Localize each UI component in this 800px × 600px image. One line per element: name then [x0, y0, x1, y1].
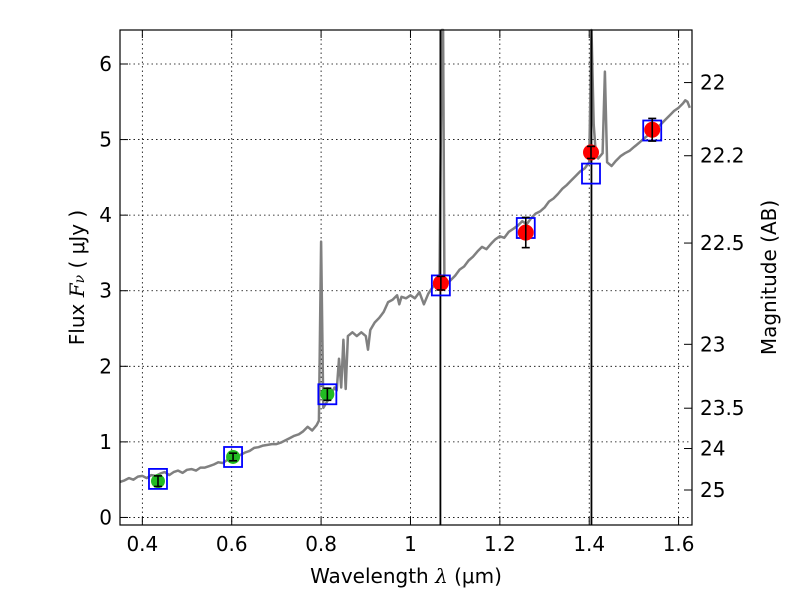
- plot-frame: [119, 29, 693, 526]
- y-axis-label-symbol: F: [65, 282, 89, 298]
- y-tick-label: 0: [99, 505, 112, 529]
- y-axis-label: Flux Fν ( μJy ): [65, 210, 89, 345]
- y-tick-label: 4: [99, 203, 112, 227]
- markers: [148, 117, 663, 490]
- model-square: [581, 162, 601, 185]
- x-tick-label: 1.2: [484, 532, 516, 556]
- y-tick-label: 1: [99, 430, 112, 454]
- y-axis-label-prefix: Flux: [65, 297, 89, 345]
- x-tick-label: 1.6: [663, 532, 695, 556]
- y2-axis-label: Magnitude (AB): [757, 200, 781, 355]
- x-axis-label: Wavelength λ (μm): [310, 564, 502, 588]
- y2-tick-label: 25: [700, 478, 725, 502]
- x-tick-label: 0.6: [216, 532, 248, 556]
- model-square: [223, 446, 243, 468]
- y-tick-label: 5: [99, 128, 112, 152]
- y2-tick-label: 22.5: [700, 231, 745, 255]
- y-tick-label: 6: [99, 52, 112, 76]
- x-tick-label: 0.4: [126, 532, 158, 556]
- grid: [120, 30, 692, 525]
- x-axis-label-prefix: Wavelength: [310, 564, 435, 588]
- x-tick-label: 1: [404, 532, 417, 556]
- y-axis-label-subscript: ν: [72, 274, 88, 283]
- y2-tick-label: 24: [700, 437, 725, 461]
- x-tick-label: 0.8: [305, 532, 337, 556]
- y2-tick-label: 23.5: [700, 396, 745, 420]
- x-axis-label-symbol: λ: [434, 564, 448, 588]
- y-tick-label: 3: [99, 279, 112, 303]
- y2-tick-label: 22.2: [700, 144, 745, 168]
- y-axis-label-suffix: ( μJy ): [65, 210, 89, 275]
- ticks: 0.4 0.6 0.8 1 1.2 1.4 1.601234562222.222.52323…: [99, 30, 745, 556]
- model-square: [148, 468, 168, 490]
- x-axis-label-suffix: (μm): [448, 564, 502, 588]
- x-tick-label: 1.4: [573, 532, 605, 556]
- y2-tick-label: 23: [700, 332, 725, 356]
- y-tick-label: 2: [99, 354, 112, 378]
- model-square: [317, 383, 338, 406]
- y2-tick-label: 22: [700, 71, 725, 95]
